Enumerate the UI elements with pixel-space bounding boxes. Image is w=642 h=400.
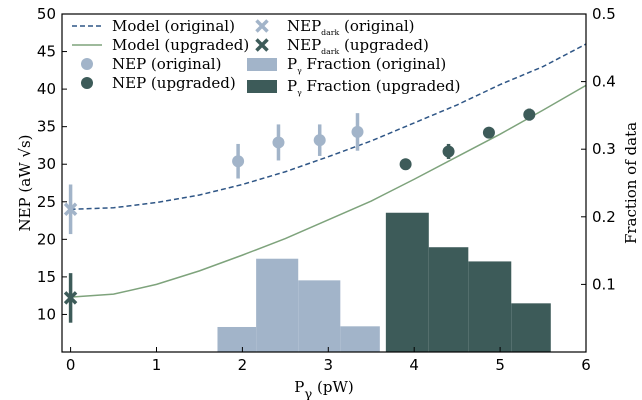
hist-bar	[511, 303, 551, 352]
legend-swatch	[255, 38, 269, 52]
x-tick-label: 2	[238, 356, 248, 374]
legend-swatch	[247, 80, 277, 93]
y-tick-label: 20	[37, 230, 56, 248]
y-axis-label: NEP (aW √s)	[16, 134, 34, 231]
y-tick-label: 40	[37, 80, 56, 98]
y-tick-label: 50	[37, 5, 56, 23]
y2-tick-label: 0.1	[592, 275, 616, 293]
text-part: (original)	[339, 17, 414, 35]
text-part: dark	[321, 47, 339, 56]
y2-tick-label: 0.2	[592, 208, 616, 226]
x-tick-label: 5	[495, 356, 505, 374]
text-part: Fraction (upgraded)	[302, 77, 461, 95]
x-tick-label: 1	[152, 356, 162, 374]
point	[272, 136, 285, 149]
y-tick-label: 25	[37, 193, 56, 211]
text-part: P	[294, 378, 304, 396]
point	[482, 126, 495, 139]
point	[442, 145, 455, 158]
model-line	[70, 84, 587, 298]
point	[313, 134, 326, 147]
hist-bar	[428, 247, 469, 352]
text-part: P	[287, 55, 297, 73]
y-tick-label: 10	[37, 305, 56, 323]
legend-label: NEPdark (original)	[287, 17, 415, 37]
text-part: (upgraded)	[339, 36, 429, 54]
text-part: γ	[297, 66, 302, 75]
y2-tick-label: 0.5	[592, 5, 616, 23]
legend-label: Pγ Fraction (upgraded)	[287, 77, 461, 97]
x-tick-label: 4	[409, 356, 419, 374]
x-axis-label: Pγ (pW)	[294, 378, 353, 400]
text-part: NEP	[287, 17, 321, 35]
point	[232, 155, 245, 168]
point	[523, 108, 536, 121]
x-tick-label: 3	[324, 356, 334, 374]
x-tick-label: 6	[581, 356, 591, 374]
text-part: γ	[297, 88, 302, 97]
legend-label: NEP (upgraded)	[112, 74, 236, 92]
text-part: Fraction (original)	[302, 55, 446, 73]
legend-label: Pγ Fraction (original)	[287, 55, 446, 75]
hist-bar	[385, 212, 429, 352]
legend-item	[81, 77, 93, 89]
legend-swatch	[255, 19, 269, 33]
y2-tick-label: 0.3	[592, 140, 616, 158]
legend-item	[247, 58, 277, 71]
legend-label: NEPdark (upgraded)	[287, 36, 429, 56]
hist-bar	[298, 280, 341, 352]
y2-tick-label: 0.4	[592, 73, 616, 91]
legend-swatch	[81, 58, 93, 70]
legend-label: Model (upgraded)	[112, 36, 249, 54]
hist-bar	[256, 258, 299, 352]
text-part: dark	[321, 28, 339, 37]
legend-label: NEP (original)	[112, 55, 221, 73]
y-tick-label: 35	[37, 118, 56, 136]
point	[351, 125, 364, 138]
legend-swatch	[81, 77, 93, 89]
legend-label: Model (original)	[112, 17, 235, 35]
text-part: γ	[304, 388, 312, 400]
dark-point	[63, 291, 78, 305]
text-part: NEP	[287, 36, 321, 54]
y-tick-label: 45	[37, 43, 56, 61]
point	[399, 158, 412, 171]
legend-item	[247, 80, 277, 93]
legend-swatch	[247, 58, 277, 71]
text-part: P	[287, 77, 297, 95]
hist-bar	[217, 326, 257, 352]
legend-item	[255, 38, 269, 52]
model-line	[70, 43, 587, 211]
text-part: (pW)	[312, 378, 354, 396]
plot-frame	[61, 13, 587, 353]
hist-bar	[468, 261, 512, 352]
legend-item	[81, 58, 93, 70]
x-tick-label: 0	[66, 356, 76, 374]
legend-item	[255, 19, 269, 33]
y-tick-label: 15	[37, 268, 56, 286]
dark-point	[63, 202, 78, 217]
y2-axis-label: Fraction of data	[622, 122, 640, 244]
hist-bar	[340, 326, 380, 352]
y-tick-label: 30	[37, 155, 56, 173]
